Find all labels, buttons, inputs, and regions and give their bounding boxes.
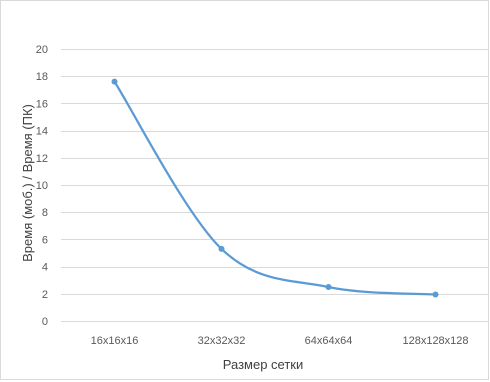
x-tick-label: 16x16x16 [91,335,139,347]
x-tick-label: 32x32x32 [198,335,246,347]
y-axis-ticks: 0 2 4 6 8 10 12 14 16 18 20 [36,44,48,328]
data-point-32x32x32 [218,245,225,252]
x-tick-label: 128x128x128 [402,335,468,347]
data-points [111,78,439,298]
data-point-64x64x64 [325,284,332,290]
y-tick-label: 12 [36,153,48,165]
y-tick-label: 8 [42,207,48,219]
y-tick-label: 16 [36,98,48,110]
y-tick-label: 14 [36,126,48,138]
y-tick-label: 2 [42,289,48,301]
y-axis-title: Время (моб.) / Время (ПК) [20,104,35,262]
series-line [113,80,437,296]
data-point-128x128x128 [432,291,439,298]
y-tick-label: 18 [36,71,48,83]
y-tick-label: 10 [36,180,48,192]
x-axis-ticks: 16x16x16 32x32x32 64x64x64 128x128x128 [91,335,469,347]
y-tick-label: 6 [42,234,48,246]
gridlines [61,49,489,322]
x-axis-title: Размер сетки [223,357,304,372]
data-point-16x16x16 [111,78,118,85]
y-tick-label: 20 [36,44,48,56]
y-tick-label: 4 [42,262,48,274]
y-tick-label: 0 [42,316,48,328]
x-tick-label: 64x64x64 [305,335,353,347]
